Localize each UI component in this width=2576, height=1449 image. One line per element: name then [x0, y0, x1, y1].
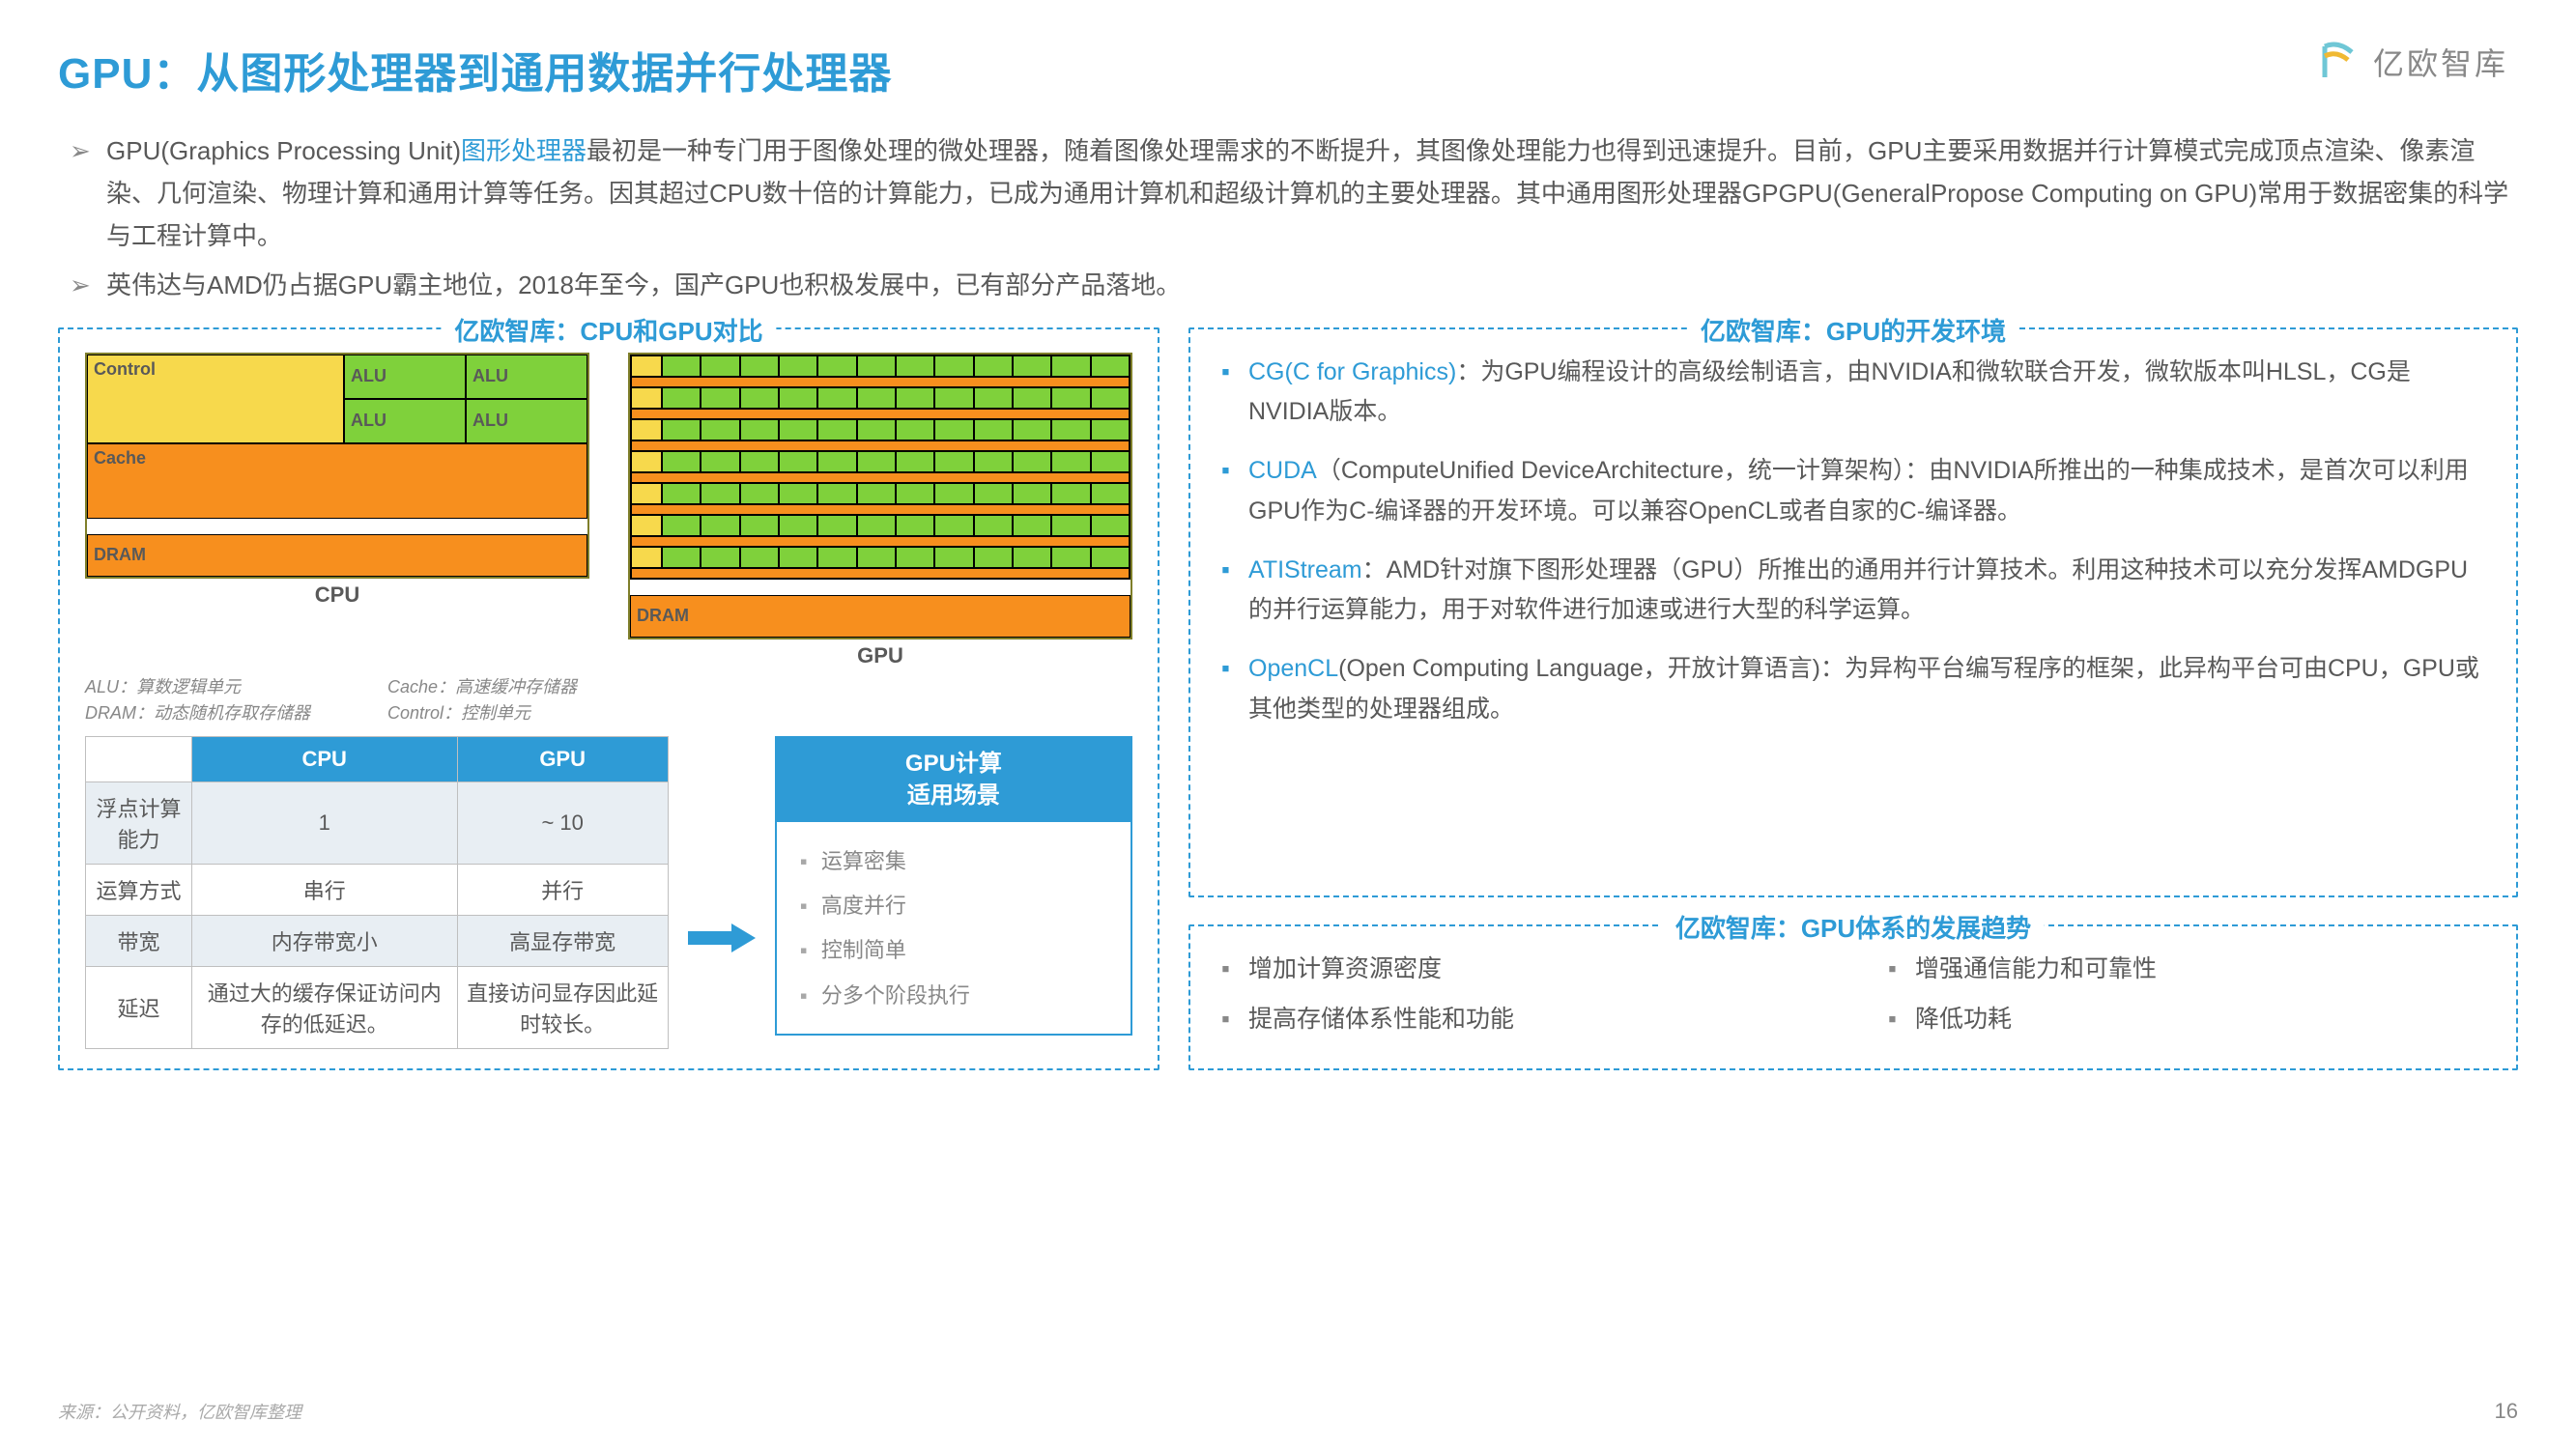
trend-item: 提高存储体系性能和功能: [1216, 1000, 1824, 1039]
arrow-icon: [688, 923, 756, 957]
th-gpu: GPU: [457, 736, 668, 781]
scene-title: GPU计算适用场景: [777, 738, 1131, 822]
gpu-trend-box: 亿欧智库：GPU体系的发展趋势 增加计算资源密度 提高存储体系性能和功能 增强通…: [1188, 924, 2518, 1070]
env-item: ATIStream：AMD针对旗下图形处理器（GPU）所推出的通用并行计算技术。…: [1216, 551, 2491, 631]
cpu-gpu-compare-box: 亿欧智库：CPU和GPU对比 Control ALU ALU ALU ALU: [58, 327, 1159, 1070]
cpu-cache-block: Cache: [87, 443, 587, 519]
gpu-dram-block: DRAM: [630, 595, 1131, 638]
box-title: 亿欧智库：GPU体系的发展趋势: [1662, 909, 2045, 945]
logo: 亿欧智库: [2315, 39, 2508, 85]
intro-item: 英伟达与AMD仍占据GPU霸主地位，2018年至今，国产GPU也积极发展中，已有…: [58, 264, 2518, 306]
gpu-label: GPU: [628, 643, 1132, 668]
intro-list: GPU(Graphics Processing Unit)图形处理器最初是一种专…: [58, 129, 2518, 306]
cpu-alu-block: ALU: [344, 355, 466, 399]
env-item: OpenCL(Open Computing Language，开放计算语言)：为…: [1216, 649, 2491, 729]
diagram-notes: ALU：算数逻辑单元DRAM：动态随机存取存储器 Cache：高速缓冲存储器Co…: [85, 674, 1132, 726]
trend-item: 增加计算资源密度: [1216, 950, 1824, 989]
scene-item: 运算密集: [821, 839, 1111, 884]
cpu-control-block: Control: [87, 355, 344, 443]
logo-icon: [2315, 39, 2361, 85]
cpu-alu-block: ALU: [466, 355, 587, 399]
page-title: GPU：从图形处理器到通用数据并行处理器: [58, 39, 2518, 100]
scene-item: 控制简单: [821, 928, 1111, 973]
page-number: 16: [2495, 1399, 2518, 1424]
cpu-alu-block: ALU: [344, 399, 466, 443]
env-item: CG(C for Graphics)：为GPU编程设计的高级绘制语言，由NVID…: [1216, 353, 2491, 433]
scene-item: 高度并行: [821, 884, 1111, 928]
cpu-label: CPU: [85, 582, 589, 608]
scene-item: 分多个阶段执行: [821, 974, 1111, 1018]
box-title: 亿欧智库：CPU和GPU对比: [441, 312, 776, 348]
gpu-scene-box: GPU计算适用场景 运算密集 高度并行 控制简单 分多个阶段执行: [775, 736, 1132, 1036]
env-item: CUDA（ComputeUnified DeviceArchitecture，统…: [1216, 451, 2491, 531]
th-cpu: CPU: [191, 736, 457, 781]
gpu-env-box: 亿欧智库：GPU的开发环境 CG(C for Graphics)：为GPU编程设…: [1188, 327, 2518, 898]
cpu-dram-block: DRAM: [87, 534, 587, 577]
logo-text: 亿欧智库: [2373, 40, 2508, 84]
cpu-alu-block: ALU: [466, 399, 587, 443]
source-note: 来源：公开资料，亿欧智库整理: [58, 1399, 301, 1424]
cpu-gpu-diagram: Control ALU ALU ALU ALU Cache DRAM: [85, 353, 1132, 668]
box-title: 亿欧智库：GPU的开发环境: [1687, 312, 2019, 348]
intro-item: GPU(Graphics Processing Unit)图形处理器最初是一种专…: [58, 129, 2518, 258]
trend-item: 增强通信能力和可靠性: [1882, 950, 2491, 989]
comparison-table: CPUGPU 浮点计算能力1~ 10 运算方式串行并行 带宽内存带宽小高显存带宽…: [85, 736, 669, 1049]
trend-item: 降低功耗: [1882, 1000, 2491, 1039]
